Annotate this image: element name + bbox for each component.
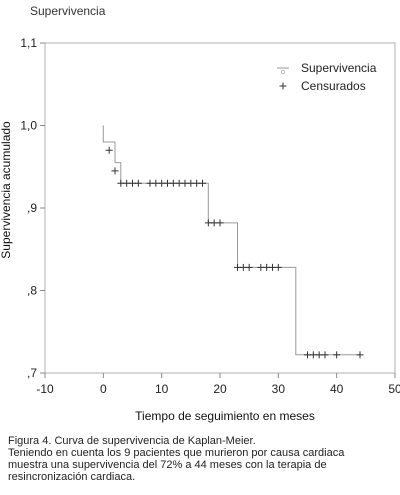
y-axis: ,7 ,8 ,9 1,0 1,1 [20, 36, 45, 380]
censored-point [216, 219, 224, 227]
censored-point [321, 351, 329, 359]
censored-point [239, 263, 247, 271]
y-tick-label: 1,0 [20, 119, 37, 133]
censored-point [105, 146, 113, 154]
censored-point [152, 179, 160, 187]
censored-point [187, 179, 195, 187]
censored-point [204, 219, 212, 227]
legend-label: Censurados [301, 79, 366, 93]
x-tick-label: -10 [36, 382, 54, 396]
legend-plus-swatch [279, 82, 287, 90]
chart-title: Supervivencia [30, 4, 106, 18]
censored-point [199, 179, 206, 187]
censored-point [134, 179, 142, 187]
caption-line-2: Teniendo en cuenta los 9 pacientes que m… [8, 447, 345, 459]
x-tick-label: 50 [388, 382, 400, 396]
censored-point [111, 167, 119, 175]
x-tick-label: 30 [272, 382, 286, 396]
censored-point [169, 179, 177, 187]
x-tick-label: 20 [213, 382, 227, 396]
y-tick-label: ,8 [27, 284, 37, 298]
legend-label: Supervivencia [301, 61, 377, 75]
series-layer [102, 125, 364, 359]
survival-step-line [102, 125, 360, 356]
x-axis-label: Tiempo de seguimiento en meses [135, 409, 315, 423]
legend: Supervivencia Censurados [277, 61, 377, 93]
caption-line-4: resincronización cardiaca. [8, 471, 136, 483]
y-tick-label: ,7 [27, 366, 37, 380]
caption-line-1: Figura 4. Curva de supervivencia de Kapl… [8, 435, 256, 447]
y-tick-label: ,9 [27, 201, 37, 215]
x-tick-label: 40 [330, 382, 344, 396]
censored-point [274, 263, 282, 271]
y-tick-label: 1,1 [20, 36, 37, 50]
y-axis-label: Supervivencia acumulado [0, 121, 13, 259]
censored-point [333, 351, 341, 359]
caption-line-3: muestra una supervivencia del 72% a 44 m… [8, 459, 327, 471]
censored-point [245, 263, 253, 271]
x-tick-label: 10 [155, 382, 169, 396]
kaplan-meier-chart: Supervivencia -10 0 10 20 30 40 50 ,7 ,8 ,9 1,0 1,… [0, 4, 400, 423]
figure-caption: Figura 4. Curva de supervivencia de Kapl… [8, 435, 398, 483]
x-axis: -10 0 10 20 30 40 50 [36, 373, 400, 396]
x-tick-label: 0 [100, 382, 107, 396]
legend-circle-swatch [280, 70, 285, 75]
censored-point [356, 351, 364, 359]
